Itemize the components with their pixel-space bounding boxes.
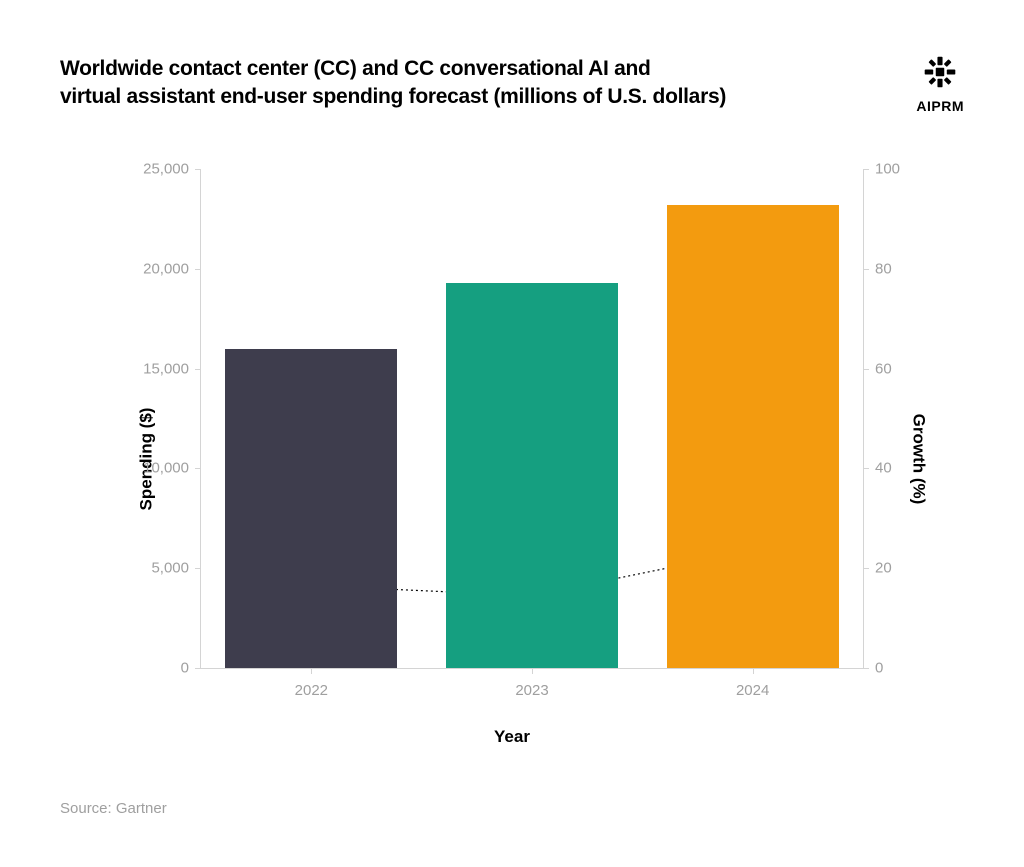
tick-mark <box>311 668 312 674</box>
brand-name: AIPRM <box>916 98 964 114</box>
title-line-1: Worldwide contact center (CC) and CC con… <box>60 57 651 80</box>
y-left-tick: 0 <box>181 660 189 677</box>
y-left-tick: 20,000 <box>143 260 189 277</box>
tick-mark <box>195 468 201 469</box>
tick-mark <box>195 568 201 569</box>
tick-mark <box>195 668 201 669</box>
y-left-tick: 25,000 <box>143 161 189 178</box>
tick-mark <box>863 668 869 669</box>
tick-mark <box>195 169 201 170</box>
source-text: Source: Gartner <box>60 800 167 817</box>
x-tick: 2022 <box>295 682 328 699</box>
header: Worldwide contact center (CC) and CC con… <box>60 55 964 114</box>
y-left-tick: 15,000 <box>143 360 189 377</box>
x-axis-label: Year <box>494 727 530 747</box>
y-axis-right-label: Growth (%) <box>909 414 929 505</box>
tick-mark <box>863 568 869 569</box>
tick-mark <box>863 269 869 270</box>
brand: AIPRM <box>916 55 964 114</box>
y-right-tick: 80 <box>875 260 892 277</box>
tick-mark <box>195 269 201 270</box>
tick-mark <box>532 668 533 674</box>
x-tick: 2024 <box>736 682 769 699</box>
tick-mark <box>863 369 869 370</box>
y-left-tick: 10,000 <box>143 460 189 477</box>
chart-title: Worldwide contact center (CC) and CC con… <box>60 55 726 112</box>
x-tick: 2023 <box>515 682 548 699</box>
y-right-tick: 20 <box>875 560 892 577</box>
chart-area: Spending ($) Growth (%) Year 05,00010,00… <box>60 159 964 759</box>
y-right-tick: 60 <box>875 360 892 377</box>
y-right-tick: 40 <box>875 460 892 477</box>
tick-mark <box>753 668 754 674</box>
title-line-2: virtual assistant end-user spending fore… <box>60 85 726 108</box>
tick-mark <box>863 169 869 170</box>
bar <box>667 205 839 668</box>
y-right-tick: 0 <box>875 660 883 677</box>
tick-mark <box>863 468 869 469</box>
bar <box>446 283 618 668</box>
chart-container: Worldwide contact center (CC) and CC con… <box>0 0 1024 867</box>
plot-area: 05,00010,00015,00020,00025,0000204060801… <box>200 169 864 669</box>
brand-logo-icon <box>923 55 957 94</box>
y-right-tick: 100 <box>875 161 900 178</box>
y-left-tick: 5,000 <box>151 560 189 577</box>
bar <box>225 349 397 668</box>
tick-mark <box>195 369 201 370</box>
